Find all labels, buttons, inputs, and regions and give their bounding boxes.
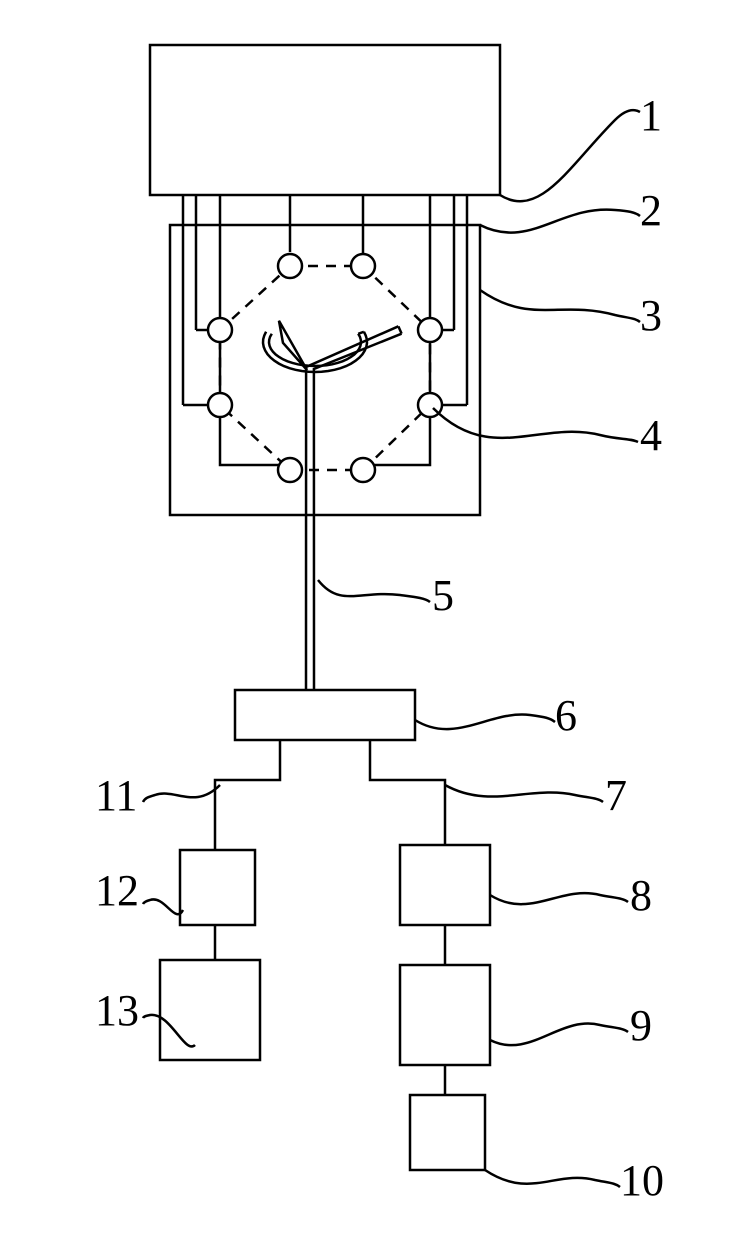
leader-5 [318, 580, 430, 602]
leader-6 [415, 715, 555, 730]
box-b9 [400, 965, 490, 1065]
leader-3 [480, 290, 640, 322]
tube-line-b [314, 334, 402, 690]
octagon-node [278, 254, 302, 278]
tube-cap [398, 326, 401, 333]
label-8: 8 [630, 871, 652, 920]
octagon-node [278, 458, 302, 482]
leader-11 [143, 785, 220, 802]
octagon-node [418, 318, 442, 342]
tube-line-a [306, 326, 398, 690]
octagon-node [208, 318, 232, 342]
leader-2 [480, 210, 640, 233]
box-b13 [160, 960, 260, 1060]
octagon-node [351, 254, 375, 278]
leader-8 [490, 893, 628, 904]
label-2: 2 [640, 186, 662, 235]
leader-13 [143, 1015, 195, 1047]
label-1: 1 [640, 91, 662, 140]
label-3: 3 [640, 291, 662, 340]
label-5: 5 [432, 571, 454, 620]
leader-10 [485, 1170, 620, 1187]
leader-4 [433, 408, 638, 442]
box-b12 [180, 850, 255, 925]
label-11: 11 [95, 771, 137, 820]
label-6: 6 [555, 691, 577, 740]
octagon [220, 266, 430, 470]
label-7: 7 [605, 771, 627, 820]
leader-7 [445, 785, 603, 802]
label-9: 9 [630, 1001, 652, 1050]
leader-12 [143, 899, 183, 914]
label-12: 12 [95, 866, 139, 915]
wire-left [215, 740, 280, 850]
rotation-arrow-cap [358, 332, 364, 334]
leader-9 [490, 1024, 628, 1046]
octagon-node [208, 393, 232, 417]
box-b8 [400, 845, 490, 925]
octagon-node [351, 458, 375, 482]
label-10: 10 [620, 1156, 664, 1205]
box-mid [170, 225, 480, 515]
box-b6 [235, 690, 415, 740]
leader-1 [500, 110, 640, 201]
box-b10 [410, 1095, 485, 1170]
wire-right [370, 740, 445, 845]
label-4: 4 [640, 411, 662, 460]
box-top [150, 45, 500, 195]
label-13: 13 [95, 986, 139, 1035]
